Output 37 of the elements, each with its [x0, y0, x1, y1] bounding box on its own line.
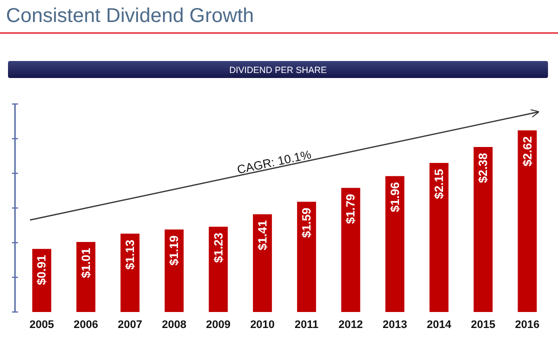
data-label: $2.38 [476, 152, 490, 184]
x-tick-label: 2007 [118, 319, 142, 331]
bar [120, 234, 140, 312]
bar [252, 214, 272, 312]
x-tick-label: 2010 [250, 319, 275, 331]
x-tick-label: 2008 [162, 319, 186, 331]
data-label: $2.15 [432, 168, 446, 199]
bar [518, 130, 537, 312]
bar [164, 229, 184, 312]
data-label: $2.62 [520, 136, 534, 166]
data-label: $1.13 [123, 239, 138, 270]
x-tick-label: 2009 [206, 319, 231, 331]
bar [474, 146, 493, 312]
data-label: $1.01 [78, 248, 93, 278]
x-tick-label: 2016 [515, 319, 540, 331]
bar [430, 162, 448, 312]
data-label: $1.96 [388, 182, 402, 212]
data-label: $1.19 [167, 235, 182, 266]
bar [297, 202, 316, 312]
chart-title: Consistent Dividend Growth [6, 5, 254, 27]
x-tick-label: 2006 [74, 319, 98, 331]
chart-subtitle: DIVIDEND PER SHARE [229, 65, 327, 75]
bar [208, 226, 228, 312]
data-label: $1.23 [211, 232, 226, 263]
x-tick-label: 2012 [338, 319, 363, 331]
x-tick-label: 2014 [426, 319, 452, 331]
bar [341, 188, 360, 312]
x-tick-label: 2011 [294, 319, 319, 331]
x-tick-label: 2005 [29, 319, 54, 331]
x-tick-label: 2015 [470, 319, 496, 331]
data-label: $0.91 [34, 254, 49, 285]
data-label: $1.41 [255, 220, 270, 250]
data-label: $1.79 [344, 194, 358, 224]
x-tick-label: 2013 [382, 319, 408, 331]
bar [385, 176, 404, 312]
data-label: $1.59 [300, 207, 314, 238]
annotation: CAGR: 10.1% [236, 147, 313, 177]
